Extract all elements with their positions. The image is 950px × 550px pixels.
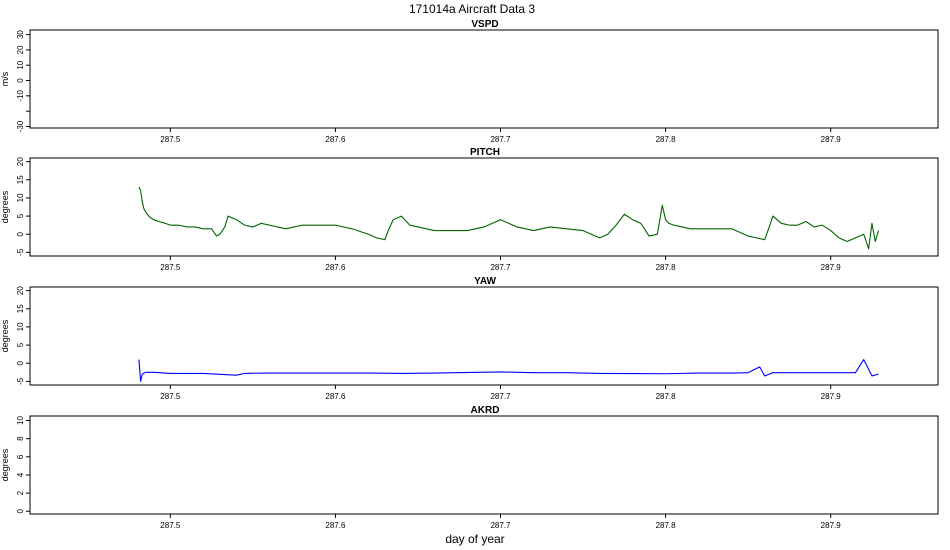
series-line-yaw — [138, 359, 879, 382]
x-tick-label-pitch: 287.8 — [656, 263, 677, 272]
y-tick-label-pitch: -5 — [16, 248, 25, 256]
y-tick-label-akrd: 8 — [16, 436, 25, 441]
figure-title: 171014a Aircraft Data 3 — [409, 2, 535, 16]
y-tick-label-yaw: 20 — [16, 286, 25, 295]
y-tick-label-vspd: -10 — [16, 90, 25, 102]
y-tick-label-pitch: 5 — [16, 213, 25, 218]
x-tick-label-akrd: 287.8 — [656, 521, 677, 530]
x-tick-label-akrd: 287.7 — [490, 521, 511, 530]
x-tick-label-pitch: 287.6 — [325, 263, 346, 272]
y-tick-label-vspd: -30 — [16, 120, 25, 132]
x-tick-label-yaw: 287.5 — [160, 392, 181, 401]
x-tick-label-akrd: 287.5 — [160, 521, 181, 530]
x-tick-label-vspd: 287.7 — [490, 135, 511, 144]
x-tick-label-akrd: 287.6 — [325, 521, 346, 530]
x-tick-label-pitch: 287.7 — [490, 263, 511, 272]
panel-pitch: PITCH degrees -5 0 5 10 15 20 287.5 287.6 287.7 287… — [0, 147, 939, 272]
y-tick-label-akrd: 4 — [16, 472, 25, 477]
panel-title-vspd: VSPD — [471, 19, 498, 30]
panel-yaw: YAW degrees -5 0 5 10 15 20 287.5 287.6 287.7 287.8… — [0, 276, 939, 401]
series-line-pitch — [138, 186, 880, 250]
plot-frame-pitch — [29, 157, 939, 257]
y-tick-label-yaw: 5 — [16, 342, 25, 347]
panel-ylabel-yaw: degrees — [0, 319, 10, 352]
y-tick-label-yaw: 10 — [16, 322, 25, 331]
panel-vspd: VSPD m/s -30 -10 0 10 20 30 287.5 287.6 287.7 287.8… — [0, 19, 939, 144]
y-tick-label-akrd: 0 — [16, 509, 25, 514]
x-tick-label-vspd: 287.8 — [656, 135, 677, 144]
x-tick-label-yaw: 287.6 — [325, 392, 346, 401]
y-tick-label-akrd: 6 — [16, 454, 25, 459]
y-tick-label-vspd: 0 — [16, 78, 25, 83]
panel-akrd: AKRD degrees 0 2 4 6 8 10 287.5 287.6 287.7 287.8 28… — [0, 405, 939, 530]
plot-frame-yaw — [29, 286, 939, 386]
y-tick-label-yaw: 15 — [16, 304, 25, 313]
y-tick-label-vspd: 10 — [16, 60, 25, 69]
x-tick-label-yaw: 287.8 — [656, 392, 677, 401]
y-tick-label-pitch: 0 — [16, 231, 25, 236]
panel-ylabel-akrd: degrees — [0, 448, 10, 481]
x-tick-label-pitch: 287.5 — [160, 263, 181, 272]
y-tick-label-pitch: 10 — [16, 193, 25, 202]
y-tick-label-vspd: 30 — [16, 30, 25, 39]
y-tick-label-pitch: 20 — [16, 157, 25, 166]
y-tick-label-yaw: -5 — [16, 377, 25, 385]
x-tick-label-yaw: 287.9 — [821, 392, 842, 401]
x-tick-label-yaw: 287.7 — [490, 392, 511, 401]
panel-ylabel-vspd: m/s — [0, 71, 10, 86]
panel-title-pitch: PITCH — [470, 147, 500, 158]
x-tick-label-akrd: 287.9 — [821, 521, 842, 530]
panel-title-akrd: AKRD — [471, 405, 500, 416]
y-tick-label-akrd: 2 — [16, 490, 25, 495]
y-tick-label-pitch: 15 — [16, 175, 25, 184]
plot-frame-akrd — [29, 415, 939, 515]
x-tick-label-vspd: 287.5 — [160, 135, 181, 144]
y-tick-label-vspd: 20 — [16, 45, 25, 54]
plot-frame-vspd — [29, 29, 939, 129]
x-tick-label-pitch: 287.9 — [821, 263, 842, 272]
panel-title-yaw: YAW — [474, 276, 496, 287]
y-tick-label-yaw: 0 — [16, 360, 25, 365]
figure-xlabel: day of year — [445, 532, 504, 546]
y-tick-label-akrd: 10 — [16, 416, 25, 425]
x-tick-label-vspd: 287.9 — [821, 135, 842, 144]
x-tick-label-vspd: 287.6 — [325, 135, 346, 144]
panel-ylabel-pitch: degrees — [0, 190, 10, 223]
